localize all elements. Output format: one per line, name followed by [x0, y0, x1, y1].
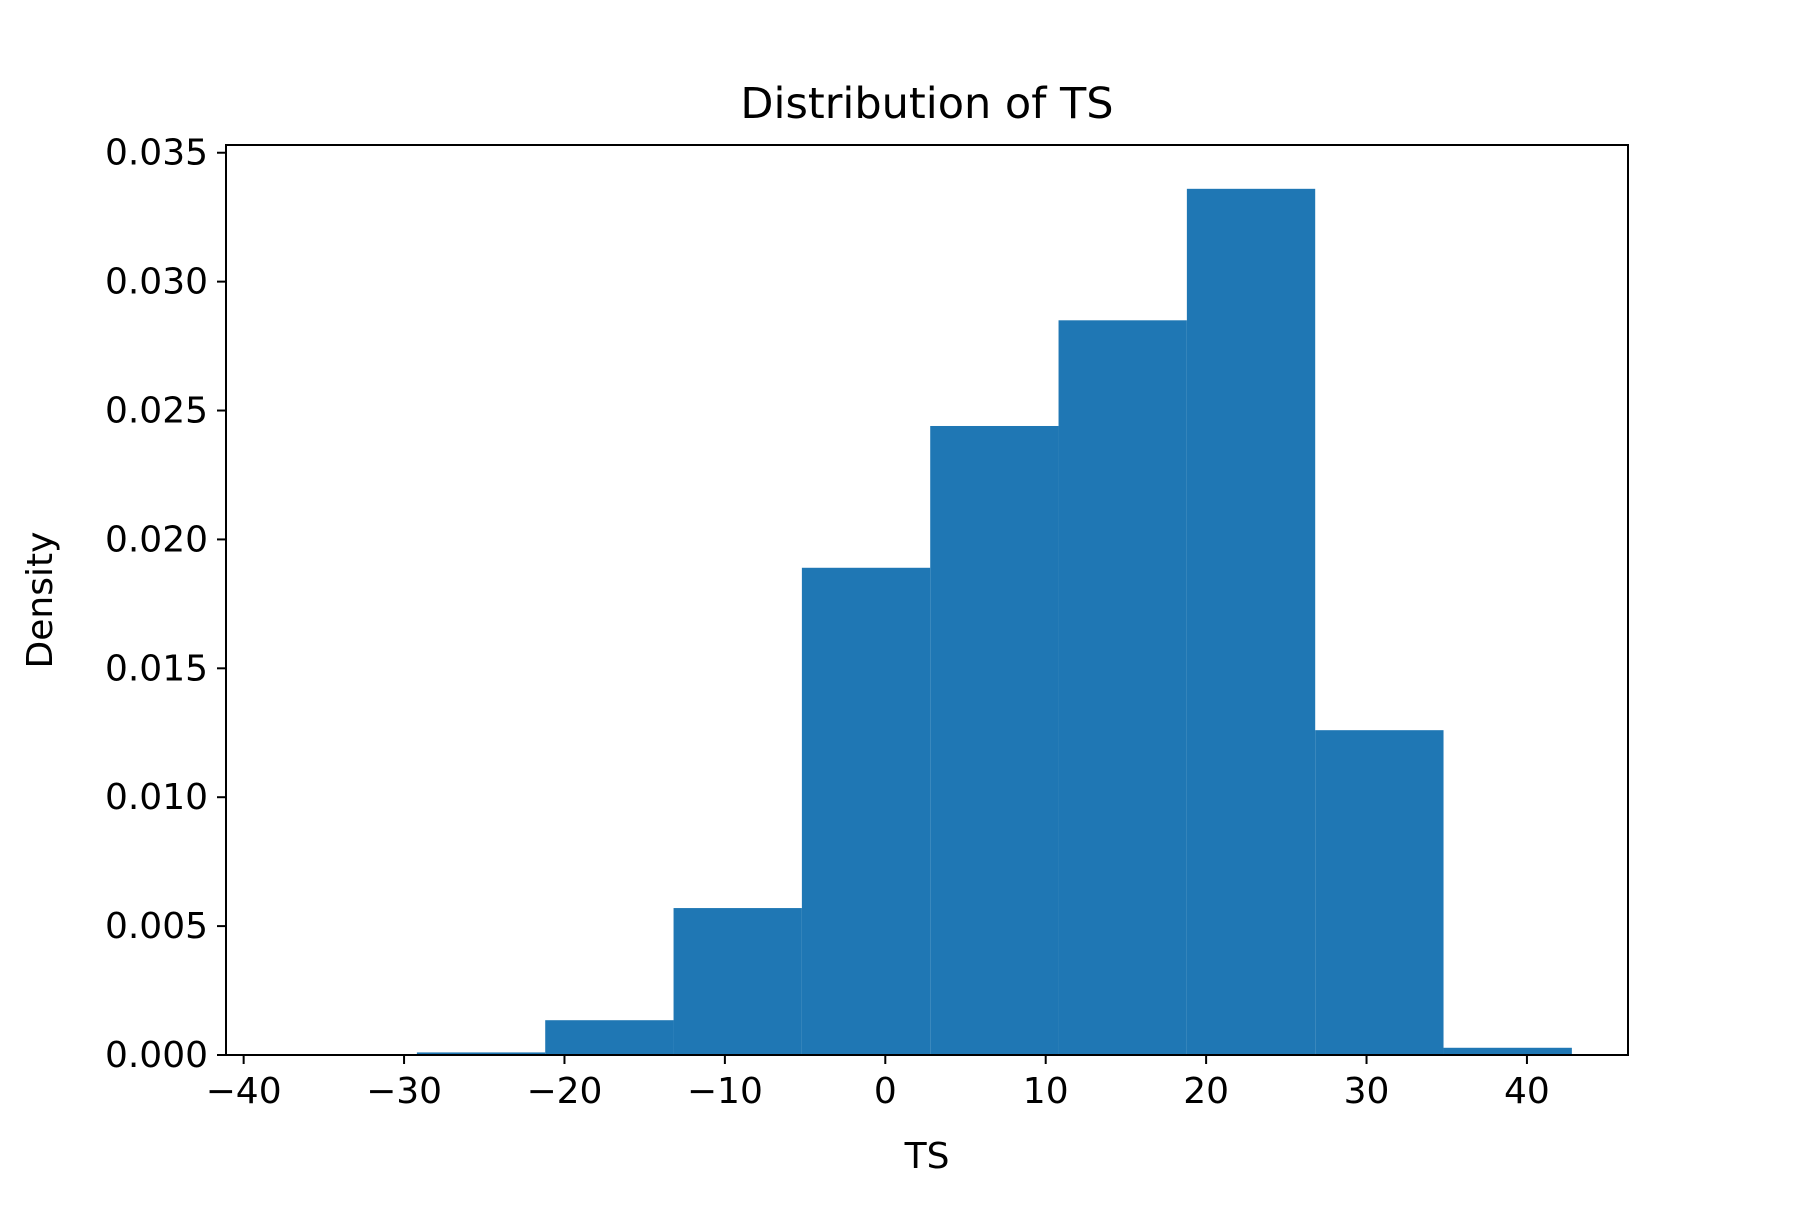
x-axis-ticks: −40 −30 −20 −10 0 10 20 30 40: [206, 1055, 1550, 1112]
x-tick-label: 10: [1023, 1071, 1069, 1112]
y-tick-label: 0.000: [105, 1035, 208, 1076]
x-tick-label: −20: [526, 1071, 602, 1112]
x-tick-label: 40: [1504, 1071, 1550, 1112]
x-tick-label: −40: [206, 1071, 282, 1112]
histogram-bar-9: [1443, 1047, 1572, 1055]
histogram-bar-4: [801, 567, 931, 1055]
plot-frame: [225, 144, 1629, 1056]
x-tick-label: 30: [1344, 1071, 1390, 1112]
histogram-bar-2: [545, 1020, 674, 1055]
histogram-bar-7: [1186, 188, 1316, 1055]
histogram-bar-1: [416, 1052, 546, 1055]
y-tick-label: 0.015: [105, 648, 208, 689]
chart-title: Distribution of TS: [740, 79, 1113, 129]
x-tick-label: 0: [874, 1071, 897, 1112]
y-tick-label: 0.035: [105, 133, 208, 174]
histogram-bars: [416, 188, 1572, 1055]
x-tick-label: −30: [366, 1071, 442, 1112]
x-axis-label: TS: [904, 1136, 950, 1177]
x-tick-label: −10: [687, 1071, 763, 1112]
histogram-bar-5: [930, 425, 1059, 1055]
y-tick-label: 0.020: [105, 519, 208, 560]
histogram-bar-8: [1315, 730, 1444, 1055]
y-axis-ticks: 0.000 0.005 0.010 0.015 0.020 0.025 0.030 0.035: [105, 133, 226, 1076]
x-tick-label: 20: [1183, 1071, 1229, 1112]
y-tick-label: 0.010: [105, 777, 208, 818]
y-axis-label: Density: [20, 532, 61, 669]
histogram-bar-6: [1058, 320, 1187, 1055]
y-tick-label: 0.030: [105, 262, 208, 303]
histogram-bar-3: [673, 908, 802, 1055]
y-tick-label: 0.025: [105, 391, 208, 432]
y-tick-label: 0.005: [105, 906, 208, 947]
